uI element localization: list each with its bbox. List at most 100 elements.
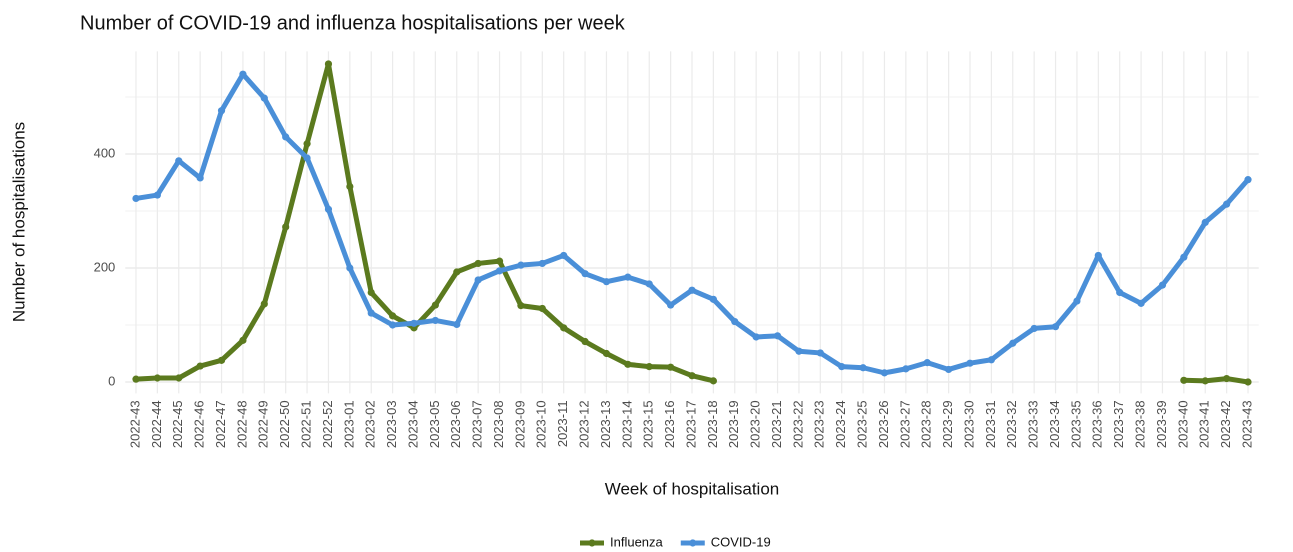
x-tick-label: 2023-42 <box>1218 400 1233 448</box>
x-tick-label: 2023-06 <box>448 400 463 448</box>
data-point <box>517 302 525 310</box>
data-point <box>773 332 782 340</box>
data-point <box>624 273 632 281</box>
x-tick-label: 2023-22 <box>790 400 805 448</box>
x-tick-label: 2023-11 <box>555 400 570 447</box>
data-point <box>453 268 461 276</box>
legend-item: Influenza <box>580 534 664 549</box>
data-point <box>838 363 846 371</box>
x-tick-label: 2023-09 <box>512 400 527 448</box>
data-point <box>132 375 140 383</box>
data-point <box>431 301 439 309</box>
x-tick-label: 2023-37 <box>1111 400 1126 448</box>
data-point <box>517 261 525 269</box>
data-point <box>1244 378 1252 386</box>
x-tick-label: 2023-39 <box>1154 400 1169 448</box>
x-tick-label: 2023-36 <box>1090 400 1105 448</box>
x-tick-label: 2023-18 <box>705 400 720 448</box>
x-tick-label: 2023-19 <box>726 400 741 448</box>
data-point <box>196 362 204 370</box>
data-point <box>859 364 867 372</box>
data-point <box>431 316 439 325</box>
data-point <box>560 251 568 260</box>
x-tick-label: 2022-45 <box>170 400 185 448</box>
legend-swatch-point <box>689 539 697 547</box>
data-point <box>923 359 931 367</box>
data-point <box>410 319 418 327</box>
data-point <box>367 288 375 297</box>
x-axis-title: Week of hospitalisation <box>605 479 780 498</box>
data-point <box>239 70 247 78</box>
data-point <box>1201 377 1209 385</box>
data-point <box>1158 281 1167 289</box>
x-tick-label: 2023-32 <box>1004 400 1019 448</box>
legend-swatch-point <box>588 539 596 547</box>
x-tick-label: 2023-25 <box>855 400 870 448</box>
data-point <box>175 157 183 165</box>
data-point <box>1180 376 1188 384</box>
data-point <box>282 223 290 231</box>
data-point <box>474 276 482 284</box>
x-tick-label: 2022-46 <box>192 400 207 448</box>
data-point <box>453 320 461 329</box>
data-point <box>1094 251 1102 260</box>
x-tick-label: 2023-35 <box>1068 400 1083 448</box>
x-tick-label: 2023-33 <box>1026 400 1041 448</box>
data-point <box>324 60 333 68</box>
data-point <box>731 317 739 326</box>
data-point <box>688 286 696 294</box>
x-tick-label: 2023-15 <box>641 400 656 448</box>
data-point <box>153 191 161 199</box>
data-point <box>1223 374 1231 383</box>
data-point <box>987 356 995 364</box>
data-point <box>1201 218 1209 226</box>
x-tick-label: 2023-04 <box>405 400 420 448</box>
x-tick-label: 2023-38 <box>1133 400 1148 448</box>
data-point <box>346 264 354 272</box>
data-point <box>538 259 546 268</box>
data-point <box>966 359 974 367</box>
legend-item: COVID-19 <box>680 534 771 549</box>
data-point <box>667 363 675 371</box>
x-tick-label: 2023-24 <box>833 400 848 448</box>
data-point <box>217 107 226 115</box>
data-point <box>1030 324 1038 333</box>
data-point <box>709 295 717 303</box>
x-tick-label: 2022-51 <box>299 400 314 448</box>
data-point <box>217 356 226 364</box>
data-point <box>474 259 482 268</box>
series-line <box>133 61 1251 385</box>
y-axis-title: Number of hospitalisations <box>9 122 28 322</box>
x-tick-label: 2023-27 <box>897 400 912 448</box>
x-tick-label: 2023-01 <box>341 400 356 448</box>
data-point <box>752 333 760 341</box>
x-tick-label: 2023-30 <box>961 400 976 448</box>
data-point <box>282 133 290 141</box>
data-point <box>1244 176 1252 184</box>
x-tick-label: 2023-23 <box>812 400 827 448</box>
data-point <box>581 337 589 346</box>
data-point <box>260 300 268 308</box>
data-point <box>153 374 161 382</box>
x-tick-label: 2023-26 <box>876 400 891 448</box>
data-point <box>688 372 696 380</box>
x-tick-label: 2023-28 <box>919 400 934 448</box>
data-point <box>602 278 611 286</box>
x-tick-label: 2022-47 <box>213 400 228 448</box>
legend-label: COVID-19 <box>711 534 771 549</box>
legend-label: Influenza <box>610 534 664 549</box>
x-tick-label: 2023-12 <box>577 400 592 448</box>
data-point <box>495 267 504 275</box>
data-point <box>389 312 397 320</box>
x-tick-label: 2023-13 <box>598 400 613 448</box>
data-point <box>560 324 568 332</box>
y-tick-label: 0 <box>108 373 115 388</box>
x-tick-label: 2023-43 <box>1239 400 1254 448</box>
data-point <box>1073 297 1081 305</box>
x-tick-label: 2023-21 <box>769 400 784 448</box>
x-tick-label: 2023-05 <box>427 400 442 448</box>
x-tick-label: 2023-40 <box>1175 400 1190 448</box>
x-tick-label: 2023-07 <box>470 400 485 448</box>
data-point <box>945 365 953 374</box>
